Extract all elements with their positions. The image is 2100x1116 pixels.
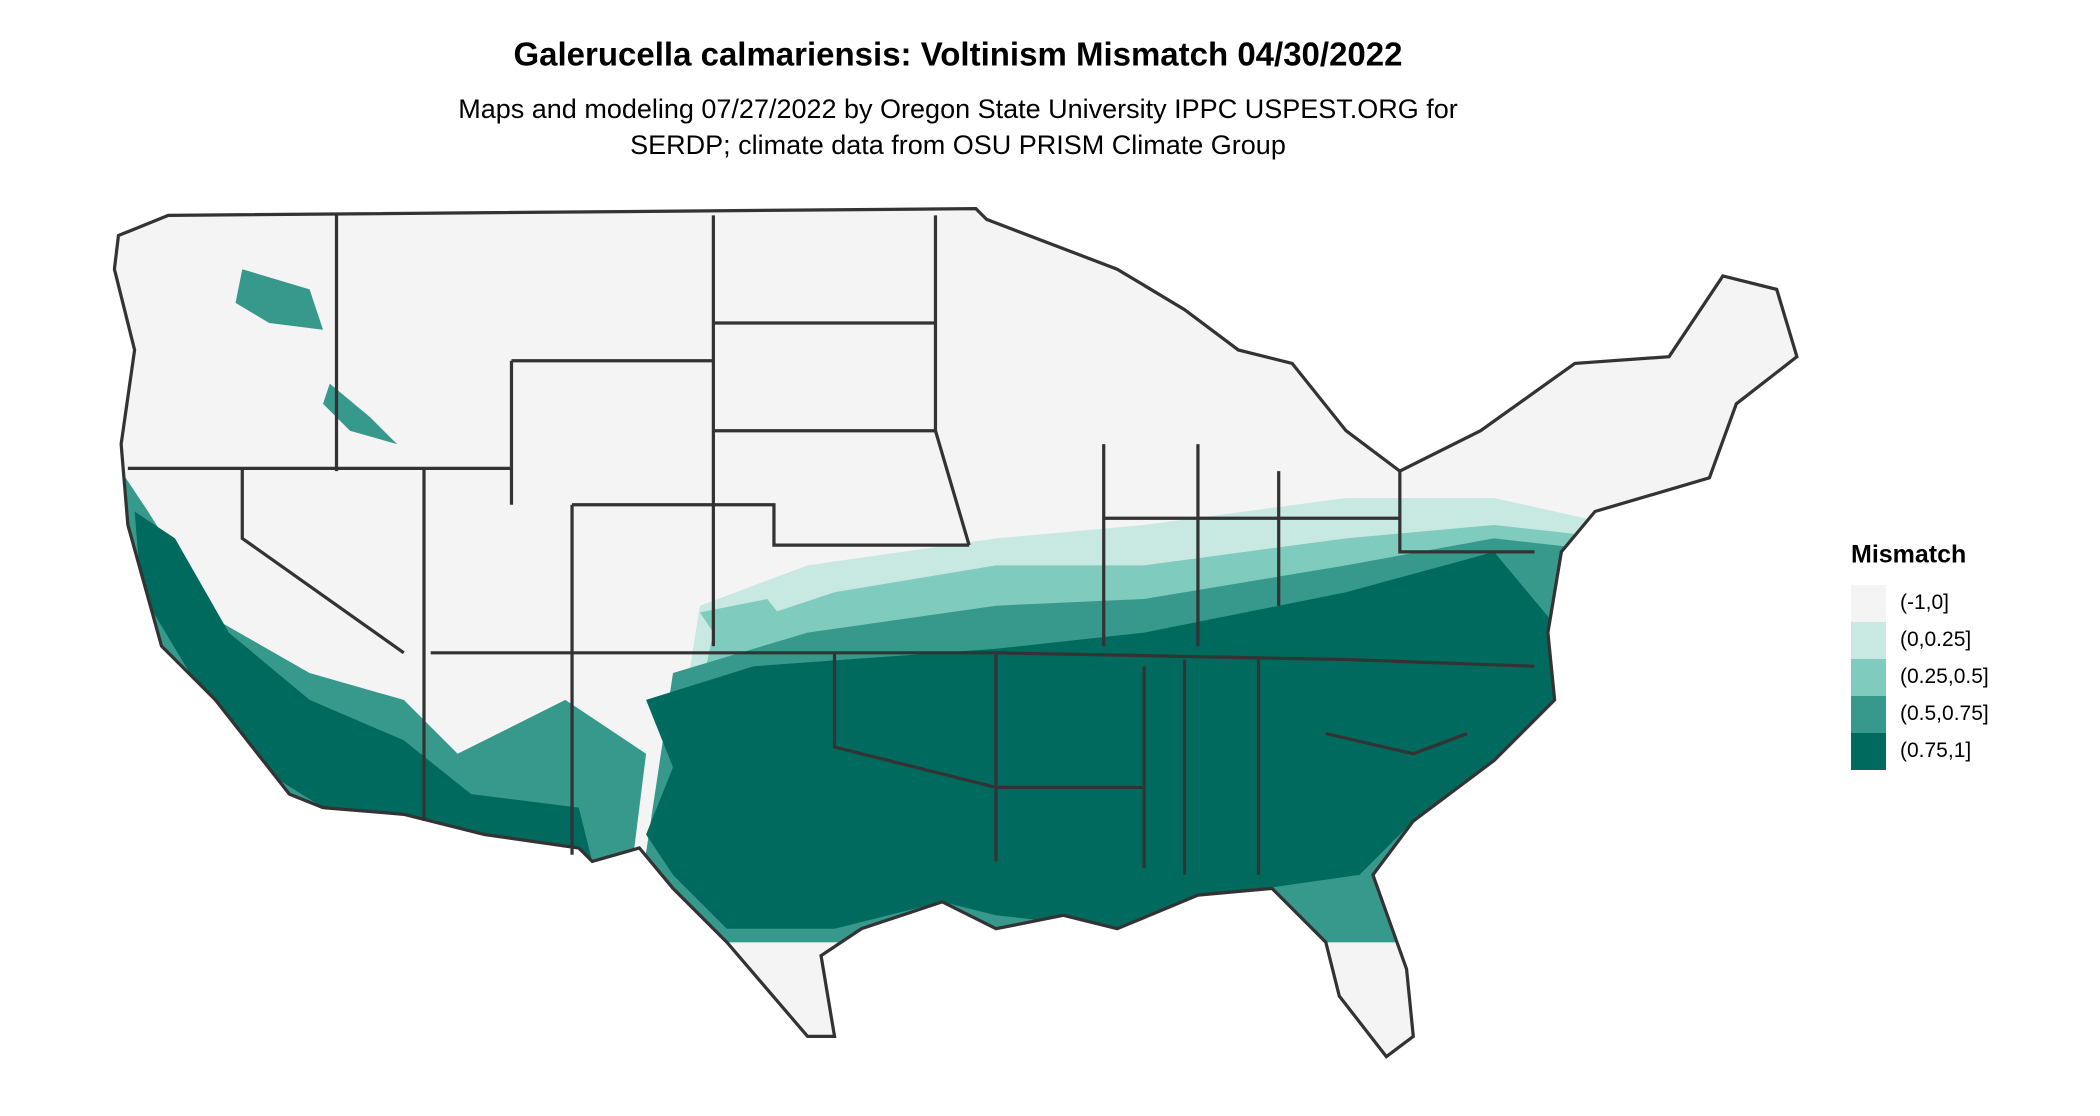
- state-borders: [112, 207, 1799, 1059]
- legend-label: (0,0.25]: [1900, 628, 1971, 651]
- title: Galerucella calmariensis: Voltinism Mism…: [513, 36, 1402, 73]
- legend-label: (0.25,0.5]: [1900, 665, 1989, 688]
- legend-label: (-1,0]: [1900, 591, 1949, 614]
- legend-swatch: [1851, 622, 1886, 659]
- legend-swatch: [1851, 659, 1886, 696]
- subtitle-line: SERDP; climate data from OSU PRISM Clima…: [630, 130, 1286, 160]
- legend-swatch: [1851, 696, 1886, 733]
- legend: Mismatch (-1,0] (0,0.25] (0.25,0.5] (0.5,0.…: [1851, 541, 1989, 770]
- map: [112, 207, 1799, 1059]
- legend-label: (0.75,1]: [1900, 739, 1971, 762]
- legend-title: Mismatch: [1851, 541, 1966, 569]
- legend-swatch: [1851, 733, 1886, 770]
- legend-label: (0.5,0.75]: [1900, 702, 1989, 725]
- mismatch-zones: [121, 269, 1616, 943]
- legend-swatch: [1851, 585, 1886, 622]
- subtitle-line: Maps and modeling 07/27/2022 by Oregon S…: [458, 94, 1458, 124]
